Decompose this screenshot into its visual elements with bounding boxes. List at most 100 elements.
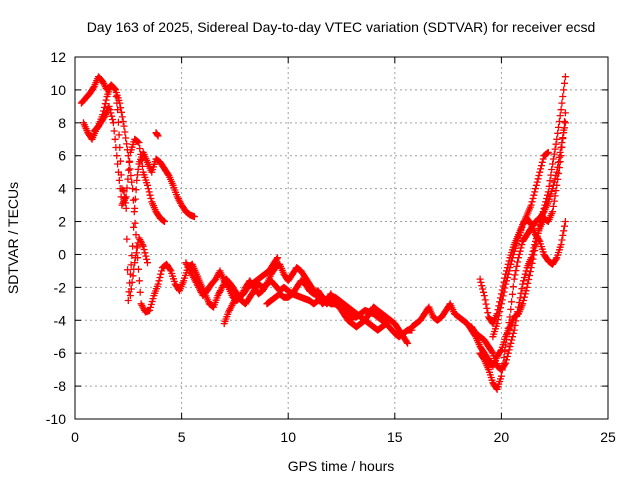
data-point [115, 131, 123, 139]
data-point [509, 283, 517, 291]
data-point [146, 191, 154, 199]
data-point [118, 113, 126, 121]
data-point [480, 292, 488, 300]
data-point [499, 360, 507, 368]
data-point [496, 298, 504, 306]
data-point [518, 285, 526, 293]
data-point [143, 255, 151, 263]
data-point [122, 204, 130, 212]
data-point [106, 106, 114, 114]
y-tick-label: -10 [46, 411, 66, 427]
data-point [483, 304, 491, 312]
data-point [136, 288, 144, 296]
data-point [118, 108, 125, 116]
data-point [126, 165, 134, 173]
data-point [138, 241, 146, 249]
data-point [529, 195, 537, 202]
data-point [500, 354, 508, 361]
x-tick-label: 10 [280, 429, 296, 445]
data-point [124, 152, 132, 160]
data-point [510, 275, 518, 283]
data-point [538, 162, 545, 170]
data-point [508, 298, 516, 306]
data-point [111, 85, 119, 93]
data-point [549, 208, 557, 216]
data-point [102, 96, 110, 104]
data-point [544, 148, 552, 156]
data-point [503, 267, 510, 275]
data-point [482, 300, 490, 308]
data-point [510, 326, 518, 334]
data-point [125, 166, 133, 174]
data-point [549, 181, 557, 189]
data-point [138, 156, 145, 164]
data-point [560, 129, 568, 137]
data-point [122, 134, 130, 142]
data-point [131, 219, 139, 227]
data-point [138, 162, 146, 170]
data-point [532, 185, 539, 193]
series-trace-9 [408, 73, 569, 370]
data-point [556, 148, 564, 156]
data-point [528, 251, 536, 258]
data-point [127, 261, 135, 269]
data-point [524, 279, 532, 287]
data-point [99, 111, 107, 119]
data-point [544, 149, 551, 157]
data-point [538, 158, 546, 166]
data-point [505, 257, 513, 265]
data-point [533, 178, 541, 186]
data-point [114, 160, 122, 168]
data-point [129, 196, 137, 204]
data-point [110, 127, 118, 135]
y-tick-label: -4 [54, 312, 67, 328]
data-point [115, 176, 123, 184]
data-point [501, 274, 509, 282]
data-point [144, 181, 151, 189]
data-point [522, 267, 530, 275]
data-point [512, 317, 520, 325]
data-point [555, 123, 562, 131]
data-point [550, 197, 558, 205]
data-point [511, 271, 519, 279]
data-point [497, 294, 504, 302]
data-point [125, 158, 133, 166]
data-point [550, 178, 558, 186]
data-point [532, 181, 540, 189]
y-tick-label: 10 [50, 82, 66, 98]
data-point [509, 329, 517, 337]
data-point [134, 171, 141, 179]
x-axis-title: GPS time / hours [288, 458, 395, 474]
data-point [535, 236, 543, 244]
data-point [552, 172, 560, 179]
data-point [133, 176, 141, 184]
data-point [513, 312, 521, 320]
data-point [515, 251, 523, 258]
data-point [477, 278, 485, 286]
data-point [502, 270, 510, 278]
data-point [119, 118, 127, 125]
data-point [190, 213, 198, 221]
data-point [158, 267, 166, 275]
data-point [558, 99, 566, 107]
data-point [499, 282, 507, 290]
data-point [505, 319, 513, 327]
data-point [548, 166, 556, 173]
data-point [273, 255, 281, 263]
chart-title: Day 163 of 2025, Sidereal Day-to-day VTE… [87, 19, 596, 35]
data-point [128, 178, 136, 186]
data-point [554, 163, 562, 171]
data-point [503, 353, 511, 360]
data-point [519, 300, 527, 308]
data-point [121, 195, 129, 202]
data-point [550, 150, 558, 158]
data-point [535, 172, 543, 179]
data-point [502, 341, 510, 349]
y-tick-label: -6 [54, 345, 67, 361]
y-tick-label: 0 [58, 246, 66, 262]
data-point [517, 244, 525, 252]
data-point [546, 177, 554, 185]
data-point [560, 86, 568, 94]
data-point [101, 100, 109, 108]
